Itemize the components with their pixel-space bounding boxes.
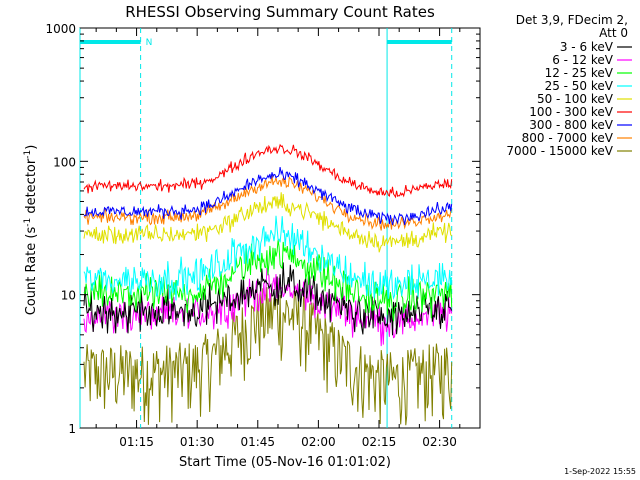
series-line-2 [83, 239, 453, 322]
x-tick-label-4: 02:15 [362, 435, 397, 449]
y-tick-label-1: 10 [61, 289, 76, 303]
legend-label-1: 6 - 12 keV [552, 53, 614, 67]
x-tick-label-2: 01:45 [240, 435, 275, 449]
x-tick-label-5: 02:30 [422, 435, 457, 449]
legend-label-5: 100 - 300 keV [529, 105, 613, 119]
series-line-5 [83, 143, 453, 199]
legend-label-8: 7000 - 15000 keV [506, 144, 613, 158]
x-tick-label-0: 01:15 [119, 435, 154, 449]
legend-label-4: 50 - 100 keV [537, 92, 614, 106]
legend-label-0: 3 - 6 keV [560, 40, 614, 54]
series-line-3 [83, 215, 453, 301]
legend-header-line1: Det 3,9, FDecim 2, [516, 13, 628, 27]
series-line-0 [83, 262, 453, 336]
series-line-7 [83, 175, 453, 231]
axis-ticks: 01:15 01:30 01:45 02:00 02:15 02:30 1 10 100 1000 [45, 22, 481, 449]
series-line-6 [83, 167, 453, 226]
x-tick-label-3: 02:00 [301, 435, 336, 449]
y-tick-label-2: 100 [53, 155, 76, 169]
series-layer [83, 143, 453, 426]
y-tick-label-0: 1 [68, 422, 76, 436]
legend-label-2: 12 - 25 keV [545, 66, 614, 80]
legend-label-3: 25 - 50 keV [545, 79, 614, 93]
x-tick-label-1: 01:30 [180, 435, 215, 449]
observing-bar-label-0: N [146, 38, 153, 48]
markers-layer: N [79, 28, 453, 428]
footer-timestamp: 1-Sep-2022 15:55 [564, 467, 636, 476]
series-line-8 [83, 287, 453, 426]
plot-area: N 01:15 01:30 01:45 02:00 02:15 02:30 1 10 100 10… [45, 22, 481, 449]
plot-frame [79, 27, 481, 429]
chart-title: RHESSI Observing Summary Count Rates [125, 3, 435, 21]
legend-header-line2: Att 0 [599, 26, 628, 40]
y-tick-label-3: 1000 [45, 22, 76, 36]
x-axis-label: Start Time (05-Nov-16 01:01:02) [179, 455, 391, 470]
y-axis-label: Count Rate (s-1 detector-1) [23, 145, 39, 316]
legend-label-6: 300 - 800 keV [529, 118, 613, 132]
legend-label-7: 800 - 7000 keV [522, 131, 614, 145]
series-line-4 [83, 192, 453, 253]
